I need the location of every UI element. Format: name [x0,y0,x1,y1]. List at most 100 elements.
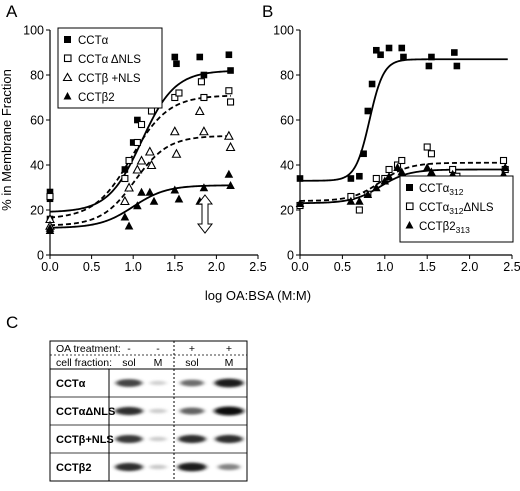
legend-subscript: 312 [449,187,463,197]
data-point [136,155,147,165]
blot-band [178,434,206,444]
blot-band [217,463,241,471]
data-point [45,225,55,234]
data-point [384,171,394,180]
header-oa-treatment: OA treatment: [56,343,121,355]
data-point [347,175,355,182]
legend-label-ccta-dnls: CCTα ΔNLS [78,54,141,66]
data-point [137,120,146,129]
blot-band [115,379,143,387]
x-tick-label: 0.5 [334,260,351,274]
y-tick-label: 60 [30,114,44,128]
blot-header-cell: + [226,343,232,355]
data-point [46,188,54,196]
blot-band [180,379,204,387]
blot-row-label: CCTα [56,378,86,390]
y-tick-label: 0 [37,249,44,263]
data-point [169,126,180,136]
data-point [423,143,431,151]
data-point [200,71,208,79]
legend-label-ccta312-dnls: CCTα312ΔNLS [419,202,494,216]
data-point [385,44,393,52]
legend-name: CCTα [419,183,450,195]
fit-curve [299,161,508,202]
blot-header-cell: M [154,357,163,369]
data-point [200,93,208,102]
y-axis-title: % in Membrane Fraction [0,69,14,211]
panel-c-label: C [6,313,18,332]
blot-row-label: CCTβ+NLS [56,434,114,446]
y-tick-label: 100 [273,24,294,38]
x-tick-label: 2.0 [208,260,225,274]
data-point [124,221,134,230]
blot-band [215,434,243,444]
legend-box [399,175,514,243]
data-point [129,139,137,146]
data-point [373,46,380,54]
data-point [132,164,143,174]
data-point [398,44,406,52]
data-point [355,206,363,214]
x-tick-label: 1.0 [125,260,142,274]
blot-header-cell: sol [185,357,198,369]
data-point [428,53,435,61]
blot-band [149,380,167,386]
data-point [499,156,508,165]
blot-frame [49,340,248,482]
data-point [199,126,209,136]
x-tick-label: 1.5 [419,260,436,274]
data-point [170,185,180,194]
x-tick-label: 2.5 [503,260,520,274]
x-tick-label: 0.0 [41,260,58,274]
data-point [119,195,130,206]
y-tick-label: 40 [30,159,44,173]
legend-label-ccta312: CCTα312 [419,183,464,197]
data-point [134,116,141,124]
data-point [125,156,133,165]
panel-b-label: B [262,2,273,21]
data-point [147,107,156,115]
data-point [121,166,129,173]
legend-label-cctb-nls: CCTβ +NLS [78,73,141,85]
x-axis-title: log OA:BSA (M:M) [205,288,311,303]
data-point [372,183,381,192]
data-point [453,62,461,70]
data-point [226,98,235,106]
data-point [500,162,510,171]
data-point [400,53,407,61]
data-point [385,165,393,174]
chart-panel-b: 0.0 0.5 1.0 1.5 2.0 2.5 0 20 40 60 80 100 [273,24,520,275]
legend-label-cctb2: CCTβ2 [78,92,115,104]
blot-band [149,408,167,414]
x-tick-label: 1.0 [376,260,393,274]
blot-band [179,407,205,415]
arrow-shape [196,194,214,234]
x-tick-label: 1.5 [166,260,183,274]
data-point [171,148,182,158]
y-tick-label: 80 [30,69,44,83]
data-point [121,174,129,183]
y-tick-label: 20 [30,204,44,218]
data-point [171,53,179,61]
data-point [225,141,236,152]
legend-subscript: 312 [449,206,463,216]
blot-header-cell: + [189,343,195,355]
data-point [425,62,433,70]
legend-marker-square-open [63,54,72,63]
legend-marker-square-filled [406,184,413,191]
blot-header-cell: - [127,343,131,355]
data-point [398,156,406,165]
data-point [427,167,436,176]
blot-header-cell: - [156,343,160,355]
data-point [226,180,235,189]
data-point [427,150,435,158]
data-point [197,78,205,86]
data-point [199,183,209,192]
data-point [149,196,159,205]
data-point [346,196,356,205]
x-tick-label: 0.5 [83,260,100,274]
data-point [372,174,380,183]
blot-band [115,435,143,443]
blot-row-label: CCTβ2 [56,462,91,474]
legend-label-cctb2-313: CCTβ2313 [419,221,470,235]
